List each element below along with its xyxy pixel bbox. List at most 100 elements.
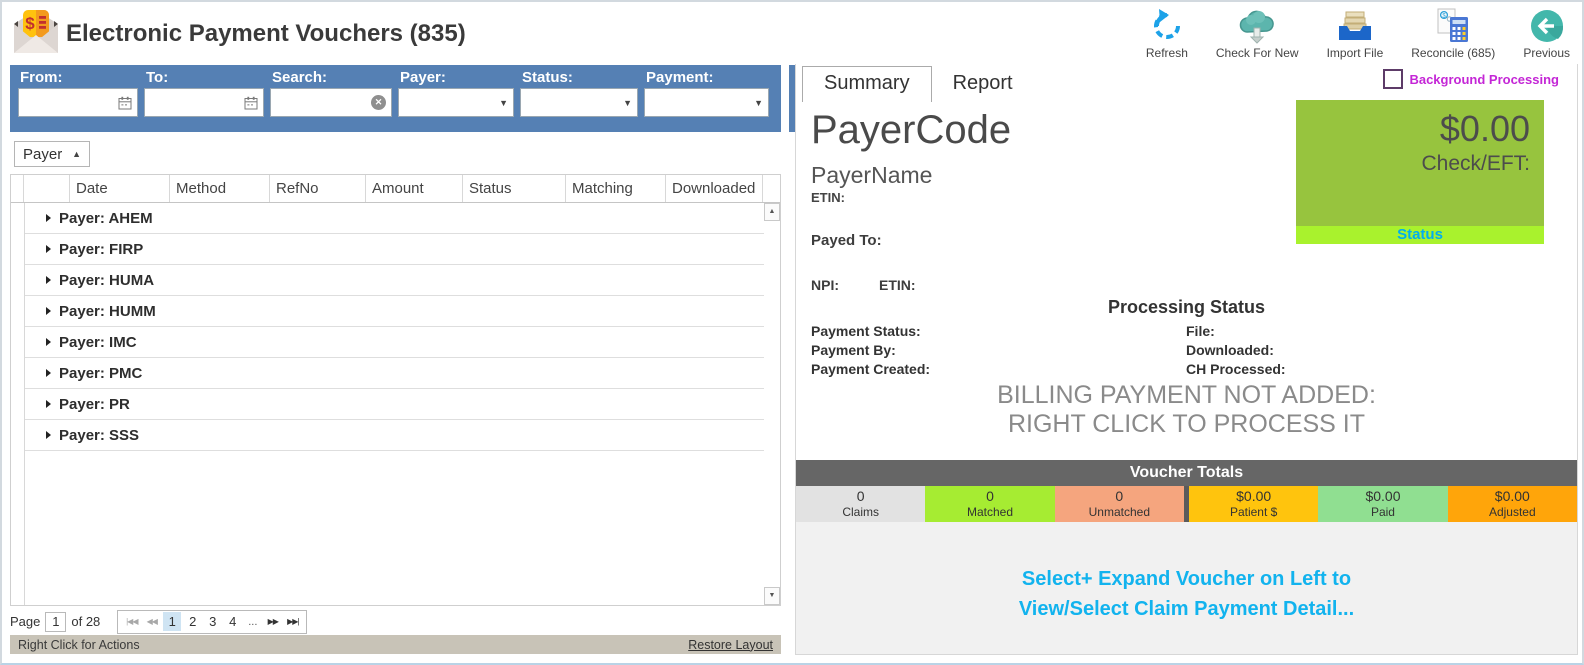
expand-arrow-icon[interactable]: [46, 276, 51, 284]
payment-amount-box: $0.00 Check/EFT: Status: [1296, 100, 1544, 244]
group-row-pr[interactable]: Payer: PR: [25, 389, 764, 420]
page-ellipsis: ...: [248, 615, 258, 628]
last-page-icon[interactable]: ▶▶|: [287, 617, 299, 626]
npi-etin-row: NPI: ETIN:: [811, 277, 916, 293]
previous-label: Previous: [1523, 46, 1570, 60]
page-title: Electronic Payment Vouchers (835): [66, 20, 466, 47]
check-eft-label: Check/EFT:: [1421, 152, 1530, 175]
tab-report[interactable]: Report: [952, 72, 1013, 94]
from-date-input[interactable]: [18, 88, 138, 117]
status-dropdown[interactable]: ▼: [520, 88, 638, 117]
search-input[interactable]: ✕: [270, 88, 392, 117]
status-bar-hint: Right Click for Actions: [18, 637, 140, 652]
import-file-label: Import File: [1326, 46, 1384, 60]
total-paid: $0.00 Paid: [1318, 486, 1448, 522]
page-button-3[interactable]: 3: [209, 614, 217, 629]
totals-divider: [1183, 486, 1189, 522]
from-label: From:: [20, 69, 63, 86]
group-row-humm[interactable]: Payer: HUMM: [25, 296, 764, 327]
column-header-downloaded[interactable]: Downloaded: [666, 175, 763, 202]
column-header-matching[interactable]: Matching: [566, 175, 666, 202]
expand-arrow-icon[interactable]: [46, 431, 51, 439]
vertical-scrollbar[interactable]: ▲ ▼: [764, 203, 780, 605]
check-for-new-button[interactable]: Check For New: [1216, 7, 1299, 60]
payment-by-label: Payment By:: [811, 342, 896, 358]
page-button-1[interactable]: 1: [163, 612, 182, 631]
prev-page-icon[interactable]: ◀◀: [146, 617, 158, 626]
indicator-column-header: [11, 175, 24, 202]
column-header-method[interactable]: Method: [170, 175, 270, 202]
scroll-down-icon[interactable]: ▼: [764, 587, 780, 605]
payment-envelope-icon: $: [14, 10, 58, 53]
previous-button[interactable]: Previous: [1523, 7, 1570, 60]
page-button-4[interactable]: 4: [229, 614, 237, 629]
amount-area: $0.00 Check/EFT:: [1296, 100, 1544, 226]
expand-arrow-icon[interactable]: [46, 307, 51, 315]
sort-ascending-icon: ▲: [72, 149, 81, 159]
column-header-refno[interactable]: RefNo: [270, 175, 366, 202]
reconcile-button[interactable]: $ Reconcile (685): [1411, 7, 1495, 60]
total-claims: 0 Claims: [796, 486, 926, 522]
refresh-button[interactable]: Refresh: [1146, 7, 1188, 60]
column-header-amount[interactable]: Amount: [366, 175, 463, 202]
first-page-icon[interactable]: |◀◀: [126, 617, 138, 626]
page-number-input[interactable]: [45, 611, 67, 632]
status-bar: Right Click for Actions Restore Layout: [10, 635, 781, 654]
status-strip: Status: [1296, 226, 1544, 244]
svg-text:$: $: [1443, 14, 1447, 20]
restore-layout-link[interactable]: Restore Layout: [688, 637, 773, 652]
payer-dropdown[interactable]: ▼: [398, 88, 514, 117]
pager: Page of 28 |◀◀ ◀◀ 1 2 3 4 ... ▶▶ ▶▶|: [10, 609, 781, 634]
background-processing-control: Background Processing: [1383, 69, 1559, 89]
chevron-down-icon[interactable]: ▼: [499, 97, 508, 108]
processing-right-labels: File: Downloaded: CH Processed:: [1186, 322, 1286, 379]
billing-message-line1: BILLING PAYMENT NOT ADDED:: [997, 381, 1376, 409]
group-row-sss[interactable]: Payer: SSS: [25, 420, 764, 451]
expand-arrow-icon[interactable]: [46, 245, 51, 253]
detail-tabstrip: Summary Report Background Processing: [796, 64, 1577, 102]
to-date-input[interactable]: [144, 88, 264, 117]
page-label: Page: [10, 614, 41, 629]
payment-dropdown[interactable]: ▼: [644, 88, 769, 117]
voucher-totals-header: Voucher Totals: [796, 460, 1577, 486]
expand-arrow-icon[interactable]: [46, 214, 51, 222]
group-row-ahem[interactable]: Payer: AHEM: [25, 203, 764, 234]
group-row-huma[interactable]: Payer: HUMA: [25, 265, 764, 296]
column-header-date[interactable]: Date: [70, 175, 170, 202]
import-file-button[interactable]: Import File: [1326, 7, 1384, 60]
scroll-up-icon[interactable]: ▲: [764, 203, 780, 221]
background-processing-label: Background Processing: [1409, 71, 1559, 87]
clear-search-icon[interactable]: ✕: [371, 95, 386, 110]
search-label: Search:: [272, 69, 328, 86]
group-row-firp[interactable]: Payer: FIRP: [25, 234, 764, 265]
cloud-download-icon: [1237, 7, 1277, 45]
hint-line-2: View/Select Claim Payment Detail...: [1018, 598, 1355, 620]
etin-label: ETIN:: [811, 190, 845, 205]
group-row-pmc[interactable]: Payer: PMC: [25, 358, 764, 389]
filter-panel: From: To:: [10, 65, 781, 132]
expand-arrow-icon[interactable]: [46, 400, 51, 408]
expand-arrow-icon[interactable]: [46, 369, 51, 377]
check-amount: $0.00: [1439, 108, 1530, 149]
calendar-icon[interactable]: [244, 96, 258, 110]
column-header-status[interactable]: Status: [463, 175, 566, 202]
hint-line-1: Select+ Expand Voucher on Left to: [1021, 568, 1352, 590]
chevron-down-icon[interactable]: ▼: [623, 97, 632, 108]
page-button-2[interactable]: 2: [189, 614, 197, 629]
tab-summary[interactable]: Summary: [802, 66, 932, 102]
calendar-icon[interactable]: [118, 96, 132, 110]
file-label: File:: [1186, 323, 1215, 339]
back-arrow-icon: [1529, 7, 1565, 45]
group-row-imc[interactable]: Payer: IMC: [25, 327, 764, 358]
check-for-new-label: Check For New: [1215, 46, 1299, 60]
background-processing-checkbox[interactable]: [1383, 69, 1404, 89]
svg-text:$: $: [25, 14, 35, 33]
payer-label: Payer:: [400, 69, 446, 86]
grid-body: Payer: AHEM Payer: FIRP Payer: HUMA Paye…: [24, 203, 764, 605]
next-page-icon[interactable]: ▶▶: [267, 617, 279, 626]
chevron-down-icon[interactable]: ▼: [754, 97, 763, 108]
expand-arrow-icon[interactable]: [46, 338, 51, 346]
group-by-payer-button[interactable]: Payer ▲: [14, 141, 90, 167]
etin2-label: ETIN:: [879, 277, 916, 293]
